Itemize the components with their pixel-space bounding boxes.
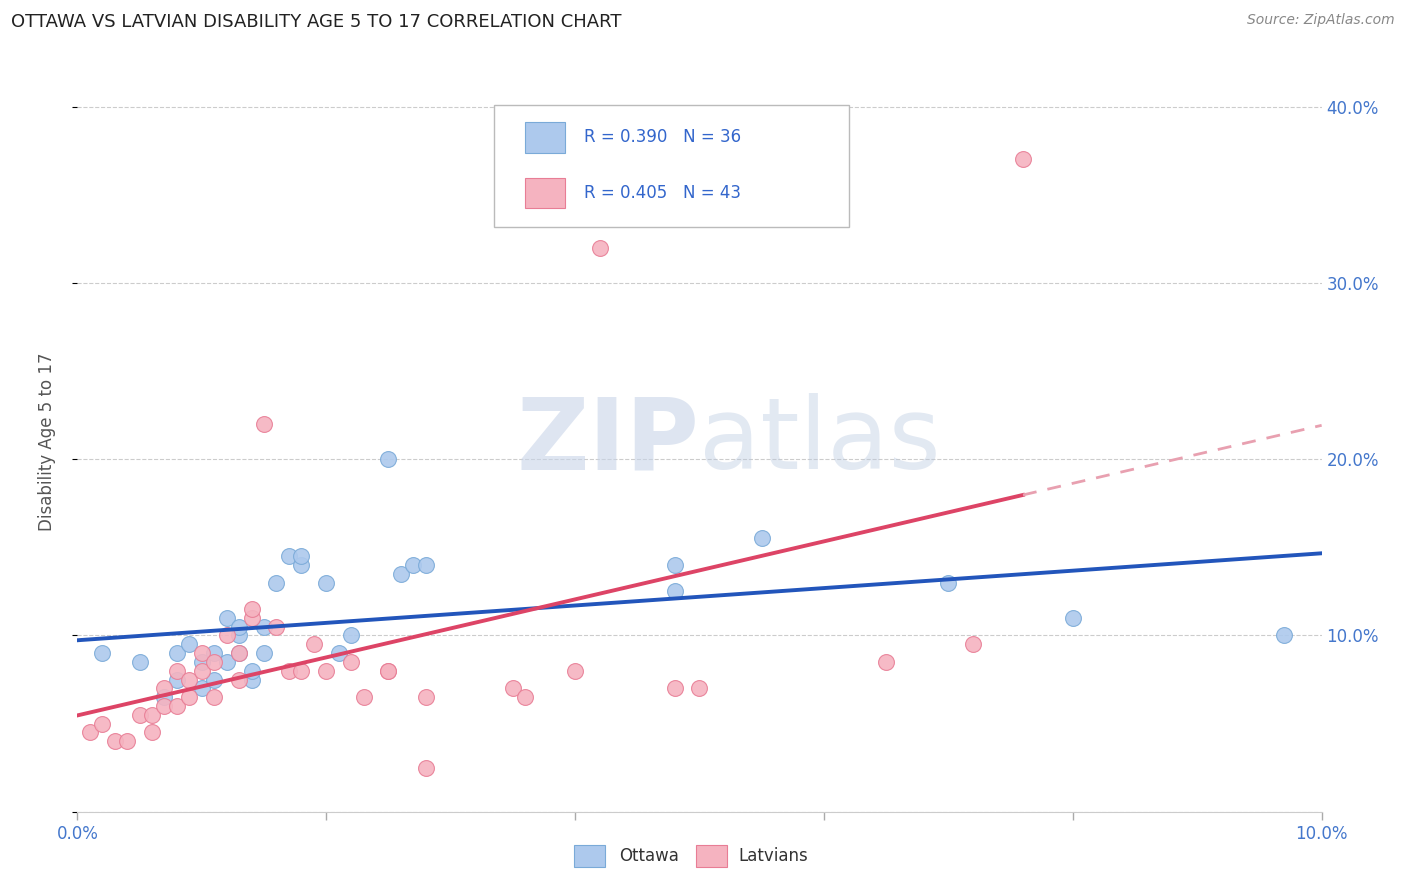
Point [228,628,250,642]
Point [664,584,686,599]
Point [1062,611,1084,625]
Text: R = 0.405   N = 43: R = 0.405 N = 43 [583,184,741,202]
Point [377,664,399,678]
Point [402,558,425,572]
Point [277,549,299,563]
Point [166,646,188,660]
FancyBboxPatch shape [526,122,565,153]
Text: Latvians: Latvians [738,847,808,865]
Point [191,655,214,669]
Point [166,673,188,687]
Text: ZIP: ZIP [516,393,700,490]
Point [415,761,437,775]
Point [253,646,276,660]
Point [962,637,984,651]
Point [228,619,250,633]
Point [202,673,225,687]
Point [240,611,263,625]
Point [179,673,201,687]
Point [240,602,263,616]
Point [751,532,773,546]
Point [502,681,524,696]
Point [228,646,250,660]
Point [228,646,250,660]
Point [377,664,399,678]
Point [141,707,163,722]
Point [664,558,686,572]
Point [253,417,276,431]
Point [166,698,188,713]
Point [689,681,711,696]
Point [128,707,150,722]
Point [564,664,586,678]
Point [328,646,350,660]
Point [389,566,412,581]
Point [128,655,150,669]
Point [215,655,238,669]
Point [315,664,337,678]
Point [91,716,114,731]
Point [1272,628,1295,642]
Point [191,664,214,678]
Point [202,646,225,660]
Point [266,575,288,590]
Point [215,628,238,642]
Point [938,575,960,590]
Point [377,452,399,467]
Point [290,664,312,678]
Point [202,655,225,669]
Point [141,725,163,739]
Point [240,673,263,687]
Point [253,619,276,633]
Text: OTTAWA VS LATVIAN DISABILITY AGE 5 TO 17 CORRELATION CHART: OTTAWA VS LATVIAN DISABILITY AGE 5 TO 17… [11,13,621,31]
Point [353,690,375,705]
Point [290,549,312,563]
Point [115,734,138,748]
Point [104,734,127,748]
Point [266,619,288,633]
FancyBboxPatch shape [494,104,849,227]
Point [228,673,250,687]
FancyBboxPatch shape [526,178,565,209]
Point [166,664,188,678]
Point [515,690,537,705]
Point [290,558,312,572]
Point [315,575,337,590]
Point [91,646,114,660]
Text: Ottawa: Ottawa [619,847,679,865]
Point [240,664,263,678]
Point [153,698,176,713]
Point [340,628,363,642]
Point [415,690,437,705]
Text: R = 0.390   N = 36: R = 0.390 N = 36 [583,128,741,146]
Text: Source: ZipAtlas.com: Source: ZipAtlas.com [1247,13,1395,28]
Point [153,690,176,705]
Point [664,681,686,696]
Point [153,681,176,696]
Point [215,611,238,625]
Point [202,690,225,705]
Text: atlas: atlas [700,393,941,490]
Y-axis label: Disability Age 5 to 17: Disability Age 5 to 17 [38,352,56,531]
Point [589,241,612,255]
Point [79,725,101,739]
Point [1012,153,1035,167]
Point [277,664,299,678]
Point [340,655,363,669]
Point [875,655,897,669]
Point [415,558,437,572]
Point [179,690,201,705]
Point [191,646,214,660]
Point [302,637,325,651]
Point [191,681,214,696]
Point [179,637,201,651]
